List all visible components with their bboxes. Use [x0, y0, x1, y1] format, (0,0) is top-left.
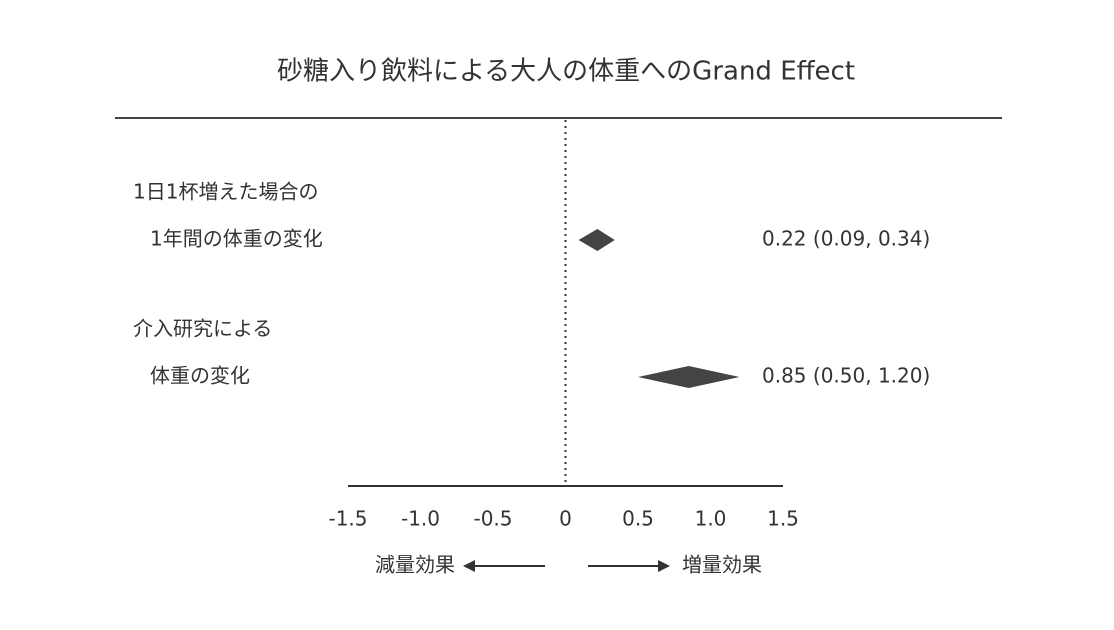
right-arrow-head: [658, 560, 670, 572]
x-tick-label: 0.5: [622, 507, 654, 531]
row-label: 介入研究による: [133, 317, 272, 341]
x-tick-label: -1.5: [328, 507, 367, 531]
x-tick-label: 1.5: [767, 507, 799, 531]
left-arrow-head: [463, 560, 475, 572]
estimate-diamond: [578, 229, 615, 251]
row-label: 1日1杯増えた場合の: [133, 180, 318, 204]
estimate-diamond: [638, 366, 740, 388]
chart-title: 砂糖入り飲料による大人の体重へのGrand Effect: [277, 57, 855, 87]
row-label: 1年間の体重の変化: [150, 227, 323, 251]
right-annotation: 増量効果: [682, 553, 762, 577]
value-label: 0.85 (0.50, 1.20): [762, 364, 930, 388]
row-label: 体重の変化: [150, 364, 250, 388]
x-tick-label: 1.0: [695, 507, 727, 531]
x-tick-label: -0.5: [473, 507, 512, 531]
left-annotation: 減量効果: [375, 553, 455, 577]
x-tick-label: 0: [559, 507, 572, 531]
x-tick-label: -1.0: [401, 507, 440, 531]
value-label: 0.22 (0.09, 0.34): [762, 227, 930, 251]
